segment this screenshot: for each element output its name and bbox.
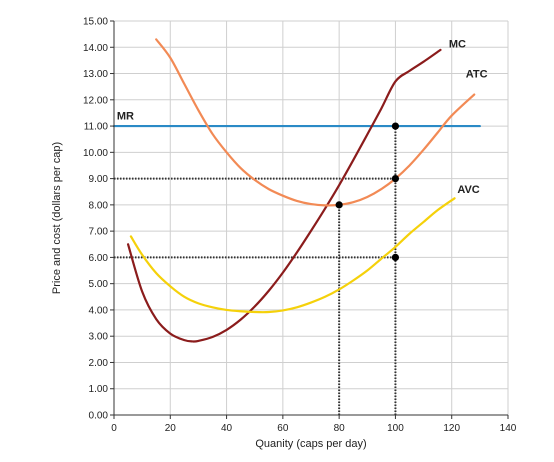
y-tick-label: 9.00 (89, 174, 109, 185)
x-tick-label: 60 (277, 423, 289, 434)
series-line-mc (126, 48, 442, 343)
y-tick-label: 8.00 (89, 200, 109, 211)
x-axis-title: Quanity (caps per day) (255, 438, 366, 450)
data-point (391, 175, 400, 183)
dotted-guides (114, 126, 397, 415)
y-tick-label: 6.00 (89, 253, 109, 264)
tick-labels: 0.00 1.00 2.00 3.00 4.00 5.00 6.00 7.00 8.00 9.00… (83, 17, 517, 435)
x-tick-label: 80 (334, 423, 346, 434)
series-line-avc (129, 197, 456, 314)
data-point (391, 253, 400, 261)
data-point (335, 201, 343, 209)
y-tick-label: 0.00 (89, 411, 109, 422)
y-tick-label: 3.00 (89, 332, 109, 343)
grid (113, 20, 509, 416)
series-lines (112, 38, 481, 343)
equilibrium-points (335, 122, 400, 261)
y-axis-title: Price and cost (dollars per cap) (51, 142, 63, 294)
x-tick-label: 120 (443, 423, 460, 434)
curve-label-atc: ATC (466, 68, 488, 80)
y-tick-label: 1.00 (89, 384, 109, 395)
curve-label-mr: MR (117, 111, 134, 123)
y-tick-label: 7.00 (89, 227, 109, 238)
data-point (391, 122, 400, 130)
series-line-atc (155, 38, 476, 207)
x-tick-label: 100 (387, 423, 404, 434)
y-tick-label: 11.00 (84, 122, 109, 133)
axes (110, 20, 509, 419)
y-tick-label: 4.00 (89, 305, 109, 316)
curve-label-mc: MC (449, 38, 466, 50)
x-tick-label: 40 (221, 423, 233, 434)
y-tick-label: 5.00 (89, 279, 109, 290)
x-tick-label: 140 (500, 423, 517, 434)
y-tick-label: 10.00 (83, 148, 108, 159)
curve-labels: MR MC ATC AVC (117, 38, 488, 196)
y-tick-label: 13.00 (83, 69, 108, 80)
y-tick-label: 12.00 (83, 95, 108, 106)
y-tick-label: 15.00 (83, 17, 108, 28)
curve-label-avc: AVC (457, 184, 479, 196)
x-tick-label: 0 (111, 423, 117, 434)
y-tick-label: 14.00 (83, 43, 108, 54)
x-tick-label: 20 (165, 423, 177, 434)
y-tick-label: 2.00 (89, 358, 109, 369)
